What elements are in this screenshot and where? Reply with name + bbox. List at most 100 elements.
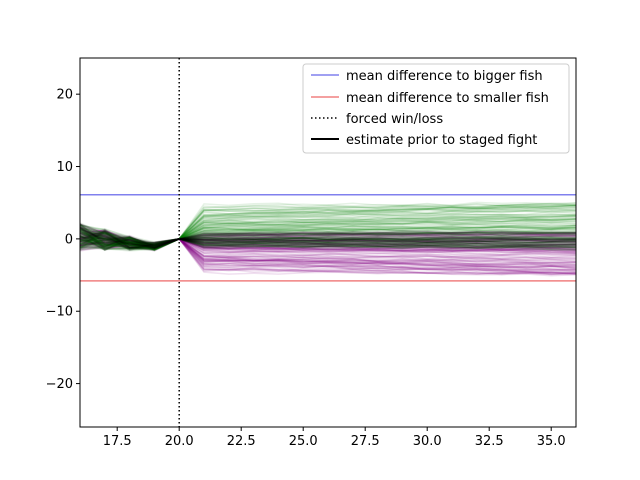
- trajectory-line: [80, 218, 576, 250]
- trajectory-line: [80, 233, 576, 250]
- trajectory-line: [80, 224, 576, 248]
- trajectory-line: [80, 226, 576, 255]
- trajectory-line: [80, 214, 576, 245]
- trajectory-line: [80, 235, 576, 248]
- trajectory-line: [80, 205, 576, 251]
- trajectory-line: [80, 230, 576, 249]
- trajectory-line: [80, 231, 576, 248]
- trajectory-line: [80, 238, 576, 268]
- trajectory-line: [80, 228, 576, 247]
- trajectory-line: [80, 221, 576, 251]
- trajectory-line: [80, 231, 576, 248]
- trajectory-line: [80, 236, 576, 247]
- trajectory-line: [80, 237, 576, 274]
- trajectory-line: [80, 204, 576, 250]
- trajectory-line: [80, 232, 576, 261]
- trajectory-line: [80, 236, 576, 251]
- trajectory-line: [80, 230, 576, 252]
- trajectory-line: [80, 238, 576, 260]
- trajectory-line: [80, 237, 576, 250]
- trajectory-line: [80, 229, 576, 249]
- trajectory-line: [80, 235, 576, 248]
- trajectory-line: [80, 224, 576, 249]
- trajectory-line: [80, 204, 576, 250]
- trajectory-line: [80, 222, 576, 252]
- trajectory-line: [80, 235, 576, 249]
- trajectory-line: [80, 238, 576, 249]
- trajectory-line: [80, 223, 576, 254]
- trajectory-line: [80, 231, 576, 254]
- trajectory-line: [80, 232, 576, 250]
- trajectory-line: [80, 218, 576, 250]
- trajectory-line: [80, 215, 576, 248]
- trajectory-line: [80, 229, 576, 248]
- trajectory-line: [80, 229, 576, 246]
- trajectory-line: [80, 219, 576, 251]
- trajectory-line: [80, 238, 576, 248]
- trajectory-line: [80, 226, 576, 253]
- trajectory-line: [80, 233, 576, 251]
- trajectory-line: [80, 228, 576, 246]
- trajectory-line: [80, 229, 576, 244]
- trajectory-line: [80, 232, 576, 250]
- trajectory-line: [80, 223, 576, 250]
- trajectory-line: [80, 235, 576, 251]
- trajectory-line: [80, 232, 576, 274]
- x-tick-label: 25.0: [289, 434, 318, 449]
- trajectory-line: [80, 238, 576, 264]
- reference-lines: [80, 58, 576, 427]
- trajectory-line: [80, 229, 576, 271]
- trajectory-line: [80, 228, 576, 259]
- trajectory-line: [80, 236, 576, 249]
- trajectory-line: [80, 238, 576, 256]
- trajectory-line: [80, 215, 576, 249]
- trajectory-line: [80, 235, 576, 250]
- trajectory-line: [80, 230, 576, 272]
- trajectory-line: [80, 228, 576, 247]
- trajectory-line: [80, 231, 576, 249]
- y-axis-ticks: −20 −10 0 10 20: [46, 88, 80, 392]
- trajectory-line: [80, 234, 576, 251]
- trajectory-line: [80, 238, 576, 248]
- trajectory-line: [80, 227, 576, 249]
- trajectory-line: [80, 228, 576, 248]
- trajectory-line: [80, 208, 576, 249]
- trajectory-line: [80, 230, 576, 250]
- trajectory-line: [80, 202, 576, 248]
- trajectory-line: [80, 231, 576, 247]
- trajectory-line: [80, 231, 576, 249]
- trajectory-line: [80, 227, 576, 251]
- trajectory-line: [80, 231, 576, 251]
- trajectory-line: [80, 233, 576, 246]
- trajectory-line: [80, 237, 576, 250]
- trajectory-line: [80, 220, 576, 250]
- trajectory-line: [80, 228, 576, 254]
- trajectory-line: [80, 238, 576, 271]
- trajectory-line: [80, 223, 576, 254]
- trajectory-line: [80, 228, 576, 247]
- trajectory-line: [80, 223, 576, 246]
- trajectory-line: [80, 230, 576, 251]
- trajectory-line: [80, 238, 576, 268]
- trajectory-line: [80, 231, 576, 250]
- trajectory-line: [80, 223, 576, 250]
- trajectory-line: [80, 229, 576, 252]
- x-tick-label: 27.5: [351, 434, 380, 449]
- trajectory-line: [80, 234, 576, 249]
- trajectory-line: [80, 235, 576, 260]
- trajectory-line: [80, 229, 576, 252]
- trajectory-line: [80, 202, 576, 246]
- trajectory-line: [80, 227, 576, 270]
- trajectory-line: [80, 235, 576, 275]
- trajectory-line: [80, 232, 576, 264]
- trajectory-line: [80, 231, 576, 245]
- trajectory-line: [80, 231, 576, 245]
- legend-box: [302, 63, 570, 154]
- trajectory-line: [80, 205, 576, 251]
- x-tick-label: 30.0: [413, 434, 442, 449]
- trajectory-line: [80, 207, 576, 251]
- trajectory-line: [80, 225, 576, 249]
- trajectory-line: [80, 214, 576, 252]
- trajectory-line: [80, 208, 576, 246]
- trajectory-line: [80, 233, 576, 250]
